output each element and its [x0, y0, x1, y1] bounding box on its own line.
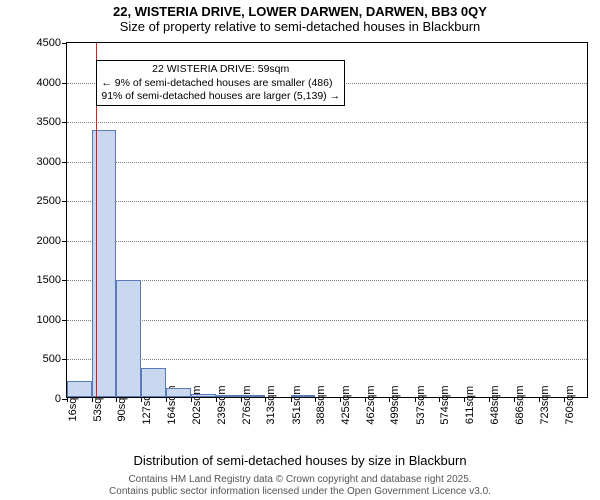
annotation-line: ← 9% of semi-detached houses are smaller… [101, 77, 340, 90]
ytick-label: 4500 [37, 37, 61, 49]
chart-plot-area: 05001000150020002500300035004000450016sq… [66, 42, 588, 398]
annotation-box: 22 WISTERIA DRIVE: 59sqm← 9% of semi-det… [96, 60, 345, 105]
histogram-bar [291, 395, 316, 397]
xtick-label: 648sqm [489, 385, 501, 424]
xtick-label: 686sqm [514, 385, 526, 424]
ytick-mark [62, 201, 67, 202]
ytick-label: 1500 [37, 274, 61, 286]
histogram-bar [116, 280, 141, 397]
ytick-mark [62, 162, 67, 163]
xtick-label: 388sqm [315, 385, 327, 424]
histogram-bar [216, 395, 241, 397]
gridline [67, 320, 587, 321]
histogram-bar [191, 394, 216, 397]
ytick-mark [62, 280, 67, 281]
xtick-label: 760sqm [564, 385, 576, 424]
gridline [67, 241, 587, 242]
histogram-bar [67, 381, 92, 397]
ytick-mark [62, 83, 67, 84]
ytick-mark [62, 241, 67, 242]
xtick-label: 202sqm [191, 385, 203, 424]
ytick-mark [62, 320, 67, 321]
gridline [67, 359, 587, 360]
xtick-label: 537sqm [415, 385, 427, 424]
footer-line1: Contains HM Land Registry data © Crown c… [0, 474, 600, 486]
xtick-label: 239sqm [216, 385, 228, 424]
ytick-mark [62, 359, 67, 360]
gridline [67, 201, 587, 202]
xtick-label: 276sqm [241, 385, 253, 424]
chart-footer: Contains HM Land Registry data © Crown c… [0, 474, 600, 498]
ytick-label: 500 [43, 353, 61, 365]
ytick-label: 4000 [37, 77, 61, 89]
annotation-line: 91% of semi-detached houses are larger (… [101, 90, 340, 103]
xtick-label: 611sqm [464, 386, 476, 424]
ytick-label: 2500 [37, 195, 61, 207]
annotation-line: 22 WISTERIA DRIVE: 59sqm [101, 63, 340, 76]
page-title-line2: Size of property relative to semi-detach… [0, 19, 600, 34]
footer-line2: Contains public sector information licen… [0, 486, 600, 498]
ytick-mark [62, 122, 67, 123]
xtick-label: 313sqm [265, 385, 277, 424]
histogram-bar [166, 388, 191, 397]
xtick-label: 351sqm [291, 385, 303, 424]
page-title-line1: 22, WISTERIA DRIVE, LOWER DARWEN, DARWEN… [0, 4, 600, 19]
ytick-label: 2000 [37, 235, 61, 247]
xtick-label: 425sqm [340, 385, 352, 424]
xtick-label: 574sqm [439, 385, 451, 424]
gridline [67, 122, 587, 123]
histogram-bar [141, 368, 166, 397]
gridline [67, 162, 587, 163]
gridline [67, 280, 587, 281]
ytick-label: 3000 [37, 156, 61, 168]
xtick-label: 462sqm [365, 385, 377, 424]
ytick-label: 0 [55, 393, 61, 405]
x-axis-label: Distribution of semi-detached houses by … [0, 453, 600, 468]
xtick-label: 723sqm [539, 385, 551, 424]
ytick-label: 1000 [37, 314, 61, 326]
xtick-label: 499sqm [389, 385, 401, 424]
histogram-bar [241, 395, 266, 397]
ytick-label: 3500 [37, 116, 61, 128]
ytick-mark [62, 43, 67, 44]
